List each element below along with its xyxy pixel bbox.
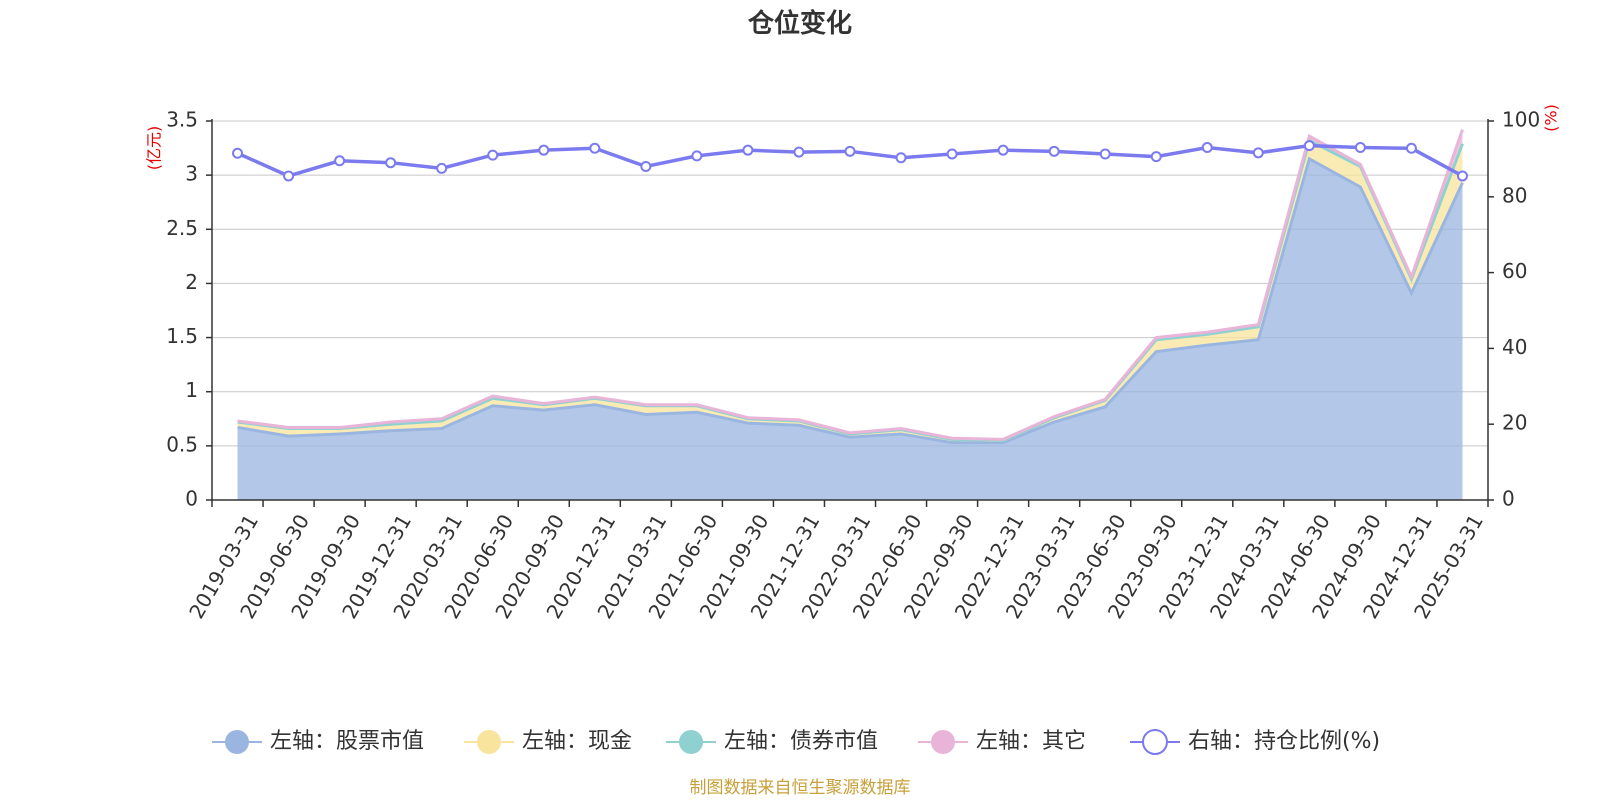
right-tick-label: 100 bbox=[1502, 108, 1540, 132]
left-tick-label: 0 bbox=[185, 487, 198, 511]
ratio-point bbox=[385, 157, 397, 169]
legend-swatch-marker bbox=[679, 730, 703, 754]
ratio-point bbox=[1405, 142, 1417, 154]
legend-swatch-marker bbox=[225, 730, 249, 754]
ratio-point bbox=[1201, 142, 1213, 154]
right-tick-label: 0 bbox=[1502, 487, 1515, 511]
ratio-point bbox=[742, 144, 754, 156]
ratio-point bbox=[793, 146, 805, 158]
legend-swatch-marker bbox=[931, 730, 955, 754]
source-note: 制图数据来自恒生聚源数据库 bbox=[690, 778, 911, 798]
right-axis-unit: (%) bbox=[1542, 104, 1561, 132]
left-tick-label: 2.5 bbox=[166, 216, 198, 240]
ratio-line-series bbox=[232, 140, 1468, 182]
legend-label: 右轴：持仓比例(%) bbox=[1188, 729, 1380, 754]
ratio-point bbox=[946, 148, 958, 160]
area-top-line bbox=[237, 156, 1464, 445]
ratio-point bbox=[1048, 145, 1060, 157]
ratio-point bbox=[640, 160, 652, 172]
left-tick-label: 1.5 bbox=[166, 324, 198, 348]
area-series bbox=[237, 129, 1464, 500]
ratio-point bbox=[691, 150, 703, 162]
ratio-point bbox=[844, 145, 856, 157]
legend-swatch-marker bbox=[477, 730, 501, 754]
ratio-point bbox=[487, 149, 499, 161]
ratio-point bbox=[1303, 140, 1315, 152]
grid-lines bbox=[212, 120, 1488, 447]
legend: 左轴：股票市值 左轴：现金 左轴：债券市值 左轴：其它 右轴：持仓比例(%) bbox=[212, 729, 1380, 755]
right-tick-label: 20 bbox=[1502, 411, 1527, 435]
ratio-point bbox=[334, 155, 346, 167]
left-tick-label: 3.5 bbox=[166, 108, 198, 132]
ratio-point bbox=[997, 144, 1009, 156]
ratio-point bbox=[1252, 147, 1264, 159]
ratio-point bbox=[283, 170, 295, 182]
ratio-point bbox=[1150, 151, 1162, 163]
ratio-point bbox=[1456, 170, 1468, 182]
area-band bbox=[237, 140, 1463, 443]
left-tick-label: 1 bbox=[185, 378, 198, 402]
ratio-point bbox=[436, 162, 448, 174]
right-tick-label: 80 bbox=[1502, 183, 1527, 207]
legend-label: 左轴：现金 bbox=[522, 729, 632, 754]
legend-label: 左轴：其它 bbox=[976, 729, 1086, 754]
left-axis-unit: (亿元) bbox=[145, 126, 164, 171]
right-tick-label: 40 bbox=[1502, 335, 1527, 359]
legend-label: 左轴：股票市值 bbox=[270, 729, 424, 754]
ratio-point bbox=[232, 147, 244, 159]
area-band bbox=[237, 158, 1463, 500]
ratio-point bbox=[1099, 148, 1111, 160]
area-top-line bbox=[237, 129, 1464, 441]
legend-label: 左轴：债券市值 bbox=[724, 729, 878, 754]
ratio-point bbox=[1354, 142, 1366, 154]
ratio-point bbox=[895, 152, 907, 164]
chart-title: 仓位变化 bbox=[747, 8, 852, 39]
left-tick-label: 0.5 bbox=[166, 432, 198, 456]
legend-swatch-marker bbox=[1142, 729, 1168, 755]
left-tick-label: 2 bbox=[185, 270, 198, 294]
right-tick-label: 60 bbox=[1502, 259, 1527, 283]
ratio-point bbox=[538, 144, 550, 156]
left-tick-label: 3 bbox=[185, 162, 198, 186]
ratio-point bbox=[589, 142, 601, 154]
